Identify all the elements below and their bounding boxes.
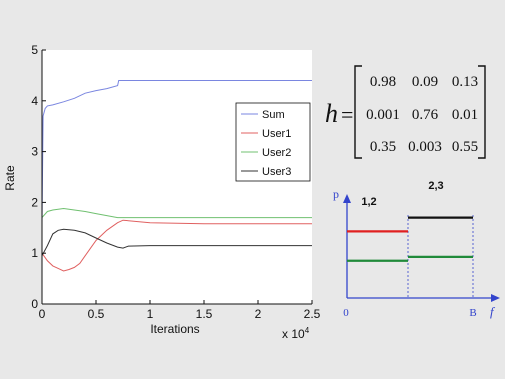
x-tick-label: 0 [39, 307, 46, 321]
channel-matrix: h = 0.98 0.09 0.130.001 0.76 0.010.35 0.003 0.… [325, 65, 486, 159]
y-tick-label: 3 [31, 145, 38, 159]
series-line-user3 [41, 228, 312, 256]
matrix-left-bracket [354, 65, 362, 159]
legend-label-user3: User3 [262, 166, 291, 178]
y-tick-label: 4 [31, 94, 38, 108]
matrix-cell: 0.55 [452, 139, 478, 155]
series-line-user2 [41, 207, 312, 219]
x-tick-label: 1 [147, 307, 154, 321]
f-axis-arrow-icon [491, 294, 500, 302]
matrix-right-bracket [478, 65, 486, 159]
matrix-cell: 0.001 [366, 107, 400, 123]
y-tick-label: 1 [31, 246, 38, 260]
y-tick-label: 0 [31, 297, 38, 311]
x-multiplier-exponent: 4 [305, 326, 310, 335]
chart-series-group [41, 80, 312, 272]
matrix-symbol: h [325, 99, 338, 128]
matrix-cell: 0.13 [452, 74, 478, 90]
y-axis-label: Rate [3, 165, 17, 191]
f-axis-label: f [490, 304, 496, 319]
legend-label-user2: User2 [262, 147, 291, 159]
matrix-equals: = [341, 102, 353, 127]
x-axis-label: Iterations [150, 322, 199, 336]
matrix-cell: 0.09 [412, 74, 438, 90]
matrix-cell: 0.003 [408, 139, 442, 155]
matrix-cell: 0.35 [370, 139, 396, 155]
power-levels [347, 216, 473, 262]
p-axis-arrow-icon [343, 194, 351, 203]
x-tick-label: 2.5 [304, 307, 321, 321]
series-line-user1 [41, 219, 312, 272]
group-label-2: 2,3 [428, 180, 443, 192]
legend: Sum User1 User2 User3 [235, 102, 311, 182]
x-tick-label: 1.5 [196, 307, 213, 321]
x-tick-label: 0.5 [88, 307, 105, 321]
legend-label-user1: User1 [262, 128, 291, 140]
tick-group: 0 0.5 1 1.5 2 2.5 0 1 2 3 4 5 [31, 43, 320, 321]
series-line-sum [41, 80, 312, 223]
legend-label-sum: Sum [262, 109, 285, 121]
x-multiplier-base: x 10 [282, 327, 305, 341]
x-end-label: B [469, 307, 476, 319]
legend-entries: Sum User1 User2 User3 [241, 109, 291, 178]
matrix-cell: 0.01 [452, 107, 478, 123]
y-tick-label: 5 [31, 43, 38, 57]
matrix-cell: 0.76 [412, 107, 439, 123]
x-start-label: 0 [343, 307, 349, 319]
x-multiplier-label: x 104 [282, 326, 310, 341]
group-label-1: 1,2 [361, 196, 376, 208]
y-tick-label: 2 [31, 195, 38, 209]
power-allocation-chart: p f 0 B 1,2 2,3 [333, 180, 500, 319]
matrix-cell: 0.98 [370, 74, 396, 90]
x-tick-label: 2 [255, 307, 262, 321]
matrix-cells: 0.98 0.09 0.13 0.001 0.76 0.01 0.35 0.003 0.55 [366, 74, 478, 155]
legend-box [235, 102, 311, 182]
p-axis-label: p [333, 187, 339, 201]
